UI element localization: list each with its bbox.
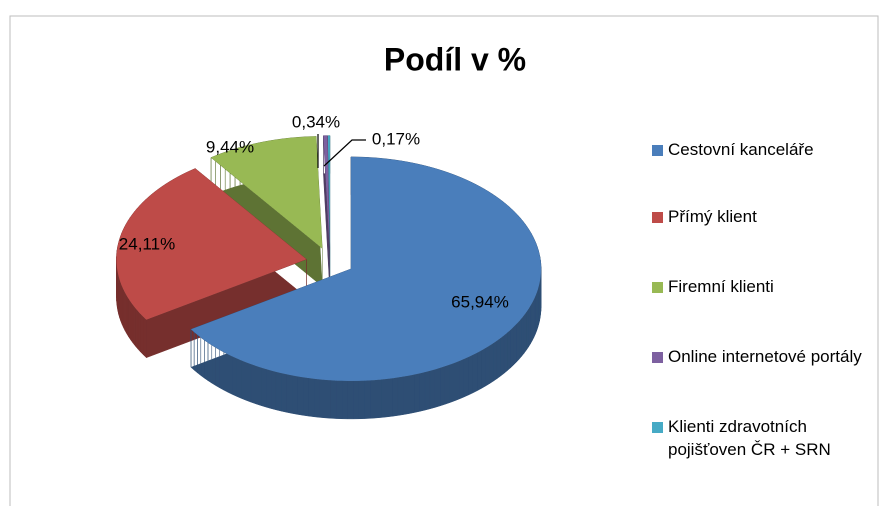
legend-label: Klienti zdravotních pojišťoven ČR + SRN bbox=[668, 417, 831, 459]
data-label: 0,34% bbox=[292, 112, 340, 131]
legend-swatch bbox=[652, 145, 663, 156]
legend-swatch bbox=[652, 422, 663, 433]
slice-top bbox=[191, 156, 542, 381]
leader-line bbox=[323, 139, 366, 167]
legend-swatch bbox=[652, 352, 663, 363]
legend-label: Cestovní kanceláře bbox=[668, 140, 814, 159]
data-label: 24,11% bbox=[119, 234, 175, 253]
chart-border bbox=[9, 15, 879, 506]
slice-top bbox=[327, 135, 330, 248]
slice-top bbox=[211, 136, 323, 249]
legend-swatch bbox=[652, 282, 663, 293]
slice-top bbox=[116, 168, 307, 320]
slice-top bbox=[323, 135, 330, 248]
chart-title: Podíl v % bbox=[384, 41, 526, 77]
data-label: 0,17% bbox=[372, 129, 420, 148]
legend-label: Firemní klienti bbox=[668, 277, 774, 296]
legend-swatch bbox=[652, 212, 663, 223]
pie-slice bbox=[190, 156, 542, 420]
data-label: 9,44% bbox=[206, 137, 254, 156]
legend-label: Online internetové portály bbox=[668, 347, 862, 366]
pie-slice bbox=[323, 135, 330, 286]
data-label: 65,94% bbox=[451, 292, 509, 311]
legend-label: Přímý klient bbox=[668, 207, 757, 226]
